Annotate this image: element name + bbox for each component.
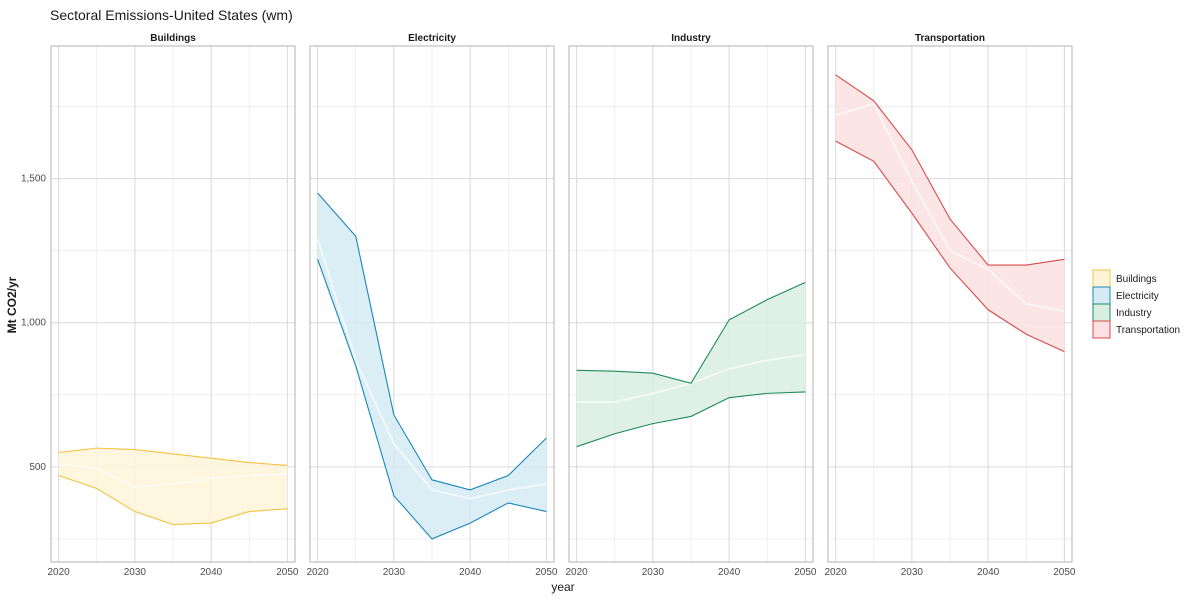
facet-strip-label: Electricity bbox=[408, 33, 456, 44]
x-tick-label: 2040 bbox=[459, 567, 482, 578]
legend-key bbox=[1092, 269, 1111, 288]
y-tick-label: 1,500 bbox=[21, 174, 46, 185]
y-tick-label: 500 bbox=[29, 462, 46, 473]
x-tick-label: 2040 bbox=[718, 567, 741, 578]
panel-border bbox=[309, 45, 555, 563]
x-tick-label: 2020 bbox=[48, 567, 71, 578]
upper-bound-line bbox=[58, 447, 288, 466]
lower-bound-line bbox=[835, 140, 1065, 353]
legend-key bbox=[1092, 320, 1111, 339]
median-line bbox=[835, 102, 1065, 313]
y-tick-label: 1,000 bbox=[21, 318, 46, 329]
legend-label: Industry bbox=[1116, 308, 1152, 319]
x-tick-label: 2040 bbox=[200, 567, 223, 578]
x-tick-label: 2030 bbox=[124, 567, 147, 578]
panel-border bbox=[827, 45, 1073, 563]
x-tick-label: 2030 bbox=[642, 567, 665, 578]
legend-key bbox=[1092, 286, 1111, 305]
panel-border bbox=[568, 45, 814, 563]
facet-panel-electricity: Electricity 2020 2030 2040 2050 bbox=[307, 33, 558, 578]
legend: Buildings Electricity Industry Transportati… bbox=[1092, 269, 1180, 339]
ribbon-area bbox=[576, 282, 806, 447]
median-line bbox=[316, 238, 547, 500]
y-axis-title: Mt CO2/yr bbox=[5, 276, 19, 333]
legend-label: Electricity bbox=[1116, 291, 1159, 302]
lower-bound-line bbox=[317, 259, 547, 540]
facet-strip-label: Transportation bbox=[915, 33, 985, 44]
legend-label: Transportation bbox=[1116, 325, 1180, 336]
x-axis-title: year bbox=[551, 580, 574, 594]
legend-item-electricity: Electricity bbox=[1092, 286, 1159, 305]
facet-panel-transportation: Transportation 2020 2030 2040 2050 bbox=[825, 33, 1076, 578]
upper-bound-line bbox=[835, 74, 1065, 266]
ribbon-area bbox=[58, 448, 288, 525]
upper-bound-line bbox=[576, 281, 806, 384]
ribbon-area bbox=[317, 193, 547, 539]
legend-label: Buildings bbox=[1116, 274, 1157, 285]
panels-layer: Buildings 2020 2030 2040 2050 500 1,000 1,500 El… bbox=[21, 33, 1076, 578]
x-tick-label: 2050 bbox=[1053, 567, 1076, 578]
x-tick-label: 2040 bbox=[977, 567, 1000, 578]
legend-item-buildings: Buildings bbox=[1092, 269, 1157, 288]
x-tick-label: 2050 bbox=[535, 567, 558, 578]
legend-item-transportation: Transportation bbox=[1092, 320, 1180, 339]
chart-title: Sectoral Emissions-United States (wm) bbox=[50, 7, 293, 23]
x-tick-label: 2030 bbox=[901, 567, 924, 578]
facet-panel-buildings: Buildings 2020 2030 2040 2050 500 1,000 1,500 bbox=[21, 33, 299, 578]
legend-item-industry: Industry bbox=[1092, 303, 1152, 322]
x-tick-label: 2030 bbox=[383, 567, 406, 578]
panel-border bbox=[50, 45, 296, 563]
lower-bound-line bbox=[576, 391, 806, 448]
x-tick-label: 2050 bbox=[276, 567, 299, 578]
x-tick-label: 2020 bbox=[825, 567, 848, 578]
facet-strip-label: Industry bbox=[671, 33, 711, 44]
x-tick-label: 2050 bbox=[794, 567, 817, 578]
facet-panel-industry: Industry 2020 2030 2040 2050 bbox=[566, 33, 817, 578]
facet-strip-label: Buildings bbox=[150, 33, 196, 44]
upper-bound-line bbox=[317, 192, 547, 491]
x-tick-label: 2020 bbox=[566, 567, 589, 578]
legend-key bbox=[1092, 303, 1111, 322]
x-tick-label: 2020 bbox=[307, 567, 330, 578]
lower-bound-line bbox=[58, 474, 288, 526]
median-line bbox=[58, 462, 288, 489]
